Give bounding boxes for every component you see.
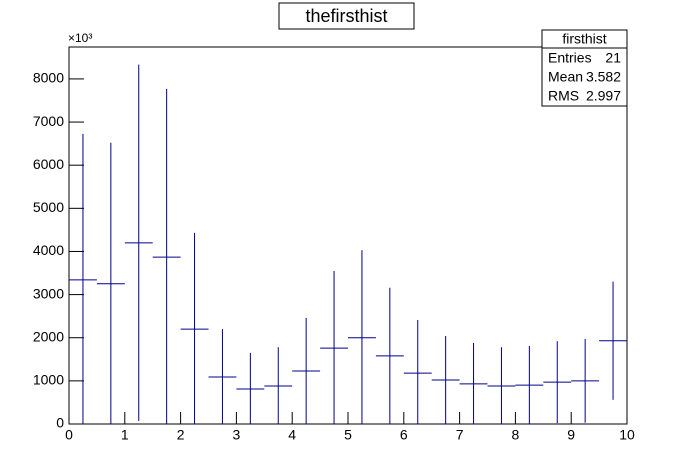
x-tick-label: 8 [512, 427, 520, 443]
stats-value: 2.997 [586, 88, 621, 104]
y-tick-label: 0 [56, 415, 64, 431]
stats-title: firsthist [562, 31, 606, 47]
y-multiplier: ×10³ [68, 31, 92, 45]
y-tick-label: 4000 [33, 242, 64, 258]
y-tick-label: 7000 [33, 113, 64, 129]
stats-label: RMS [548, 88, 579, 104]
x-tick-label: 3 [233, 427, 241, 443]
y-tick-label: 5000 [33, 199, 64, 215]
x-tick-label: 0 [65, 427, 73, 443]
y-tick-label: 2000 [33, 328, 64, 344]
stats-value: 21 [605, 50, 621, 66]
x-tick-label: 10 [619, 427, 635, 443]
stats-label: Entries [548, 50, 592, 66]
x-tick-label: 6 [400, 427, 408, 443]
x-tick-label: 4 [288, 427, 296, 443]
x-tick-label: 2 [177, 427, 185, 443]
y-tick-label: 1000 [33, 372, 64, 388]
y-tick-label: 6000 [33, 156, 64, 172]
x-tick-label: 7 [456, 427, 464, 443]
y-tick-label: 3000 [33, 285, 64, 301]
x-tick-label: 5 [344, 427, 352, 443]
x-tick-label: 9 [567, 427, 575, 443]
x-tick-label: 1 [121, 427, 129, 443]
title-box [278, 2, 415, 30]
chart-title: thefirsthist [305, 6, 387, 26]
stats-label: Mean [548, 69, 583, 85]
stats-value: 3.582 [586, 69, 621, 85]
stats-box [541, 29, 628, 107]
y-tick-label: 8000 [33, 70, 64, 86]
